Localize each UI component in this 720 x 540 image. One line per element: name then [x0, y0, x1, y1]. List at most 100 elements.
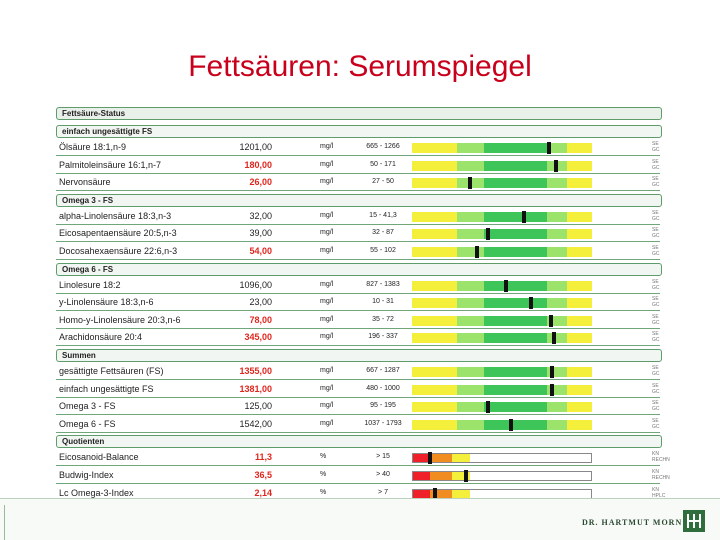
analyte-value: 1096,00 [239, 279, 272, 290]
analyte-value: 23,00 [249, 297, 272, 308]
analyte-unit: mg/l [320, 160, 334, 168]
range-bar-segment [484, 229, 547, 240]
value-marker [428, 452, 432, 465]
range-bar-segment [566, 384, 592, 395]
reference-range: 32 - 87 [372, 229, 394, 237]
range-bar-segment [469, 471, 592, 481]
range-bar-segment [457, 247, 484, 257]
range-bar-segment [412, 229, 457, 240]
range-bar-segment [484, 280, 547, 291]
range-bar-segment [430, 488, 452, 499]
value-marker [474, 246, 479, 258]
range-bar-segment [566, 367, 592, 377]
range-bar-segment [547, 178, 567, 189]
reference-range: > 7 [378, 488, 388, 496]
row-underline [56, 465, 660, 467]
range-bar-segment [566, 333, 592, 344]
range-bar-segment [412, 280, 457, 291]
value-marker [552, 332, 557, 345]
table-row: y-Linolensäure 18:3,n-6 23,00 mg/l 10 - 31 S… [56, 296, 662, 312]
section-header: Omega 3 - FS [56, 193, 662, 207]
analyte-unit: % [320, 471, 327, 478]
reference-range: 50 - 171 [370, 160, 396, 168]
analyte-name: einfach ungesättigte FS [59, 383, 154, 394]
method-code: SE GC [652, 210, 660, 222]
range-bar-segment [566, 315, 592, 326]
footer-left-rule [4, 505, 5, 540]
method-code-line: GC [652, 371, 660, 377]
range-bar-segment [457, 160, 484, 171]
range-bar [412, 142, 592, 154]
analyte-unit: mg/l [320, 211, 334, 219]
range-bar-segment [451, 488, 470, 499]
range-bar-segment [566, 229, 592, 240]
section-header: einfach ungesättigte FS [56, 125, 662, 138]
value-marker [485, 401, 490, 414]
range-bar-segment [547, 333, 567, 344]
method-code-line: GC [652, 423, 660, 430]
range-bar-segment [430, 471, 452, 481]
row-underline [56, 327, 660, 329]
analyte-value: 54,00 [249, 246, 272, 256]
status-header: Fettsäure-Status [56, 107, 662, 120]
method-code: KN HPLC [652, 487, 665, 499]
footer-divider [0, 498, 720, 499]
method-code: SE GC [652, 365, 660, 377]
range-bar-segment [547, 315, 567, 326]
analyte-unit: mg/l [320, 419, 334, 427]
range-bar-outline [412, 453, 592, 464]
analyte-value: 26,00 [249, 177, 272, 188]
range-bar-segment [457, 402, 484, 413]
value-marker [467, 177, 472, 190]
range-bar-segment [484, 298, 547, 309]
reference-range: 1037 - 1793 [364, 419, 402, 427]
method-code-line: GC [652, 406, 660, 413]
table-row: Omega 6 - FS 1542,00 mg/l 1037 - 1793 SE GC [56, 418, 662, 433]
analyte-unit: % [320, 488, 327, 496]
range-bar-segment [412, 298, 457, 309]
row-underline [56, 223, 660, 225]
range-bar-segment [484, 315, 547, 326]
value-marker [548, 314, 553, 327]
range-bar-segment [457, 333, 484, 344]
method-code: SE GC [652, 141, 660, 153]
row-underline [56, 431, 660, 433]
analyte-unit: mg/l [320, 315, 334, 323]
analyte-value: 2,14 [254, 487, 272, 498]
row-underline [56, 172, 660, 174]
row-underline [56, 345, 660, 347]
row-underline [56, 414, 660, 416]
method-code-line: GC [652, 182, 660, 189]
footer-brand-text: DR. HARTMUT MORN [582, 518, 683, 527]
logo-icon [683, 510, 705, 532]
row-underline [56, 396, 660, 398]
row-underline [56, 259, 660, 260]
method-code-line: GC [652, 337, 660, 344]
value-marker [550, 383, 555, 396]
analyte-name: y-Linolensäure 18:3,n-6 [59, 297, 154, 308]
method-code: SE GC [652, 227, 660, 239]
value-marker [433, 487, 438, 500]
table-row: Arachidonsäure 20:4 345,00 mg/l 196 - 337 SE… [56, 331, 662, 347]
method-code-line: SE [652, 365, 659, 371]
method-code-line: SE [652, 176, 659, 183]
method-code-line: SE [652, 400, 659, 407]
range-bar-segment [566, 280, 592, 291]
reference-range: 27 - 50 [372, 178, 394, 186]
method-code-line: SE [652, 245, 659, 251]
method-code-line: GC [652, 147, 660, 153]
range-bar-segment [412, 333, 457, 344]
analyte-name: Eicosanoid-Balance [59, 452, 139, 463]
range-bar-segment [457, 367, 484, 377]
range-bar [412, 418, 592, 431]
table-row: einfach ungesättigte FS 1381,00 mg/l 480 - … [56, 383, 662, 398]
value-marker [546, 142, 551, 154]
method-code-line: SE [652, 227, 659, 234]
reference-range: 667 - 1287 [366, 367, 400, 374]
analyte-unit: mg/l [320, 229, 334, 237]
range-bar-segment [566, 298, 592, 309]
table-row: Palmitoleinsäure 16:1,n-7 180,00 mg/l 50 - … [56, 159, 662, 174]
range-bar-segment [412, 419, 457, 430]
analyte-value: 32,00 [249, 210, 272, 221]
table-row: gesättigte Fettsäuren (FS) 1355,00 mg/l 667… [56, 365, 662, 380]
